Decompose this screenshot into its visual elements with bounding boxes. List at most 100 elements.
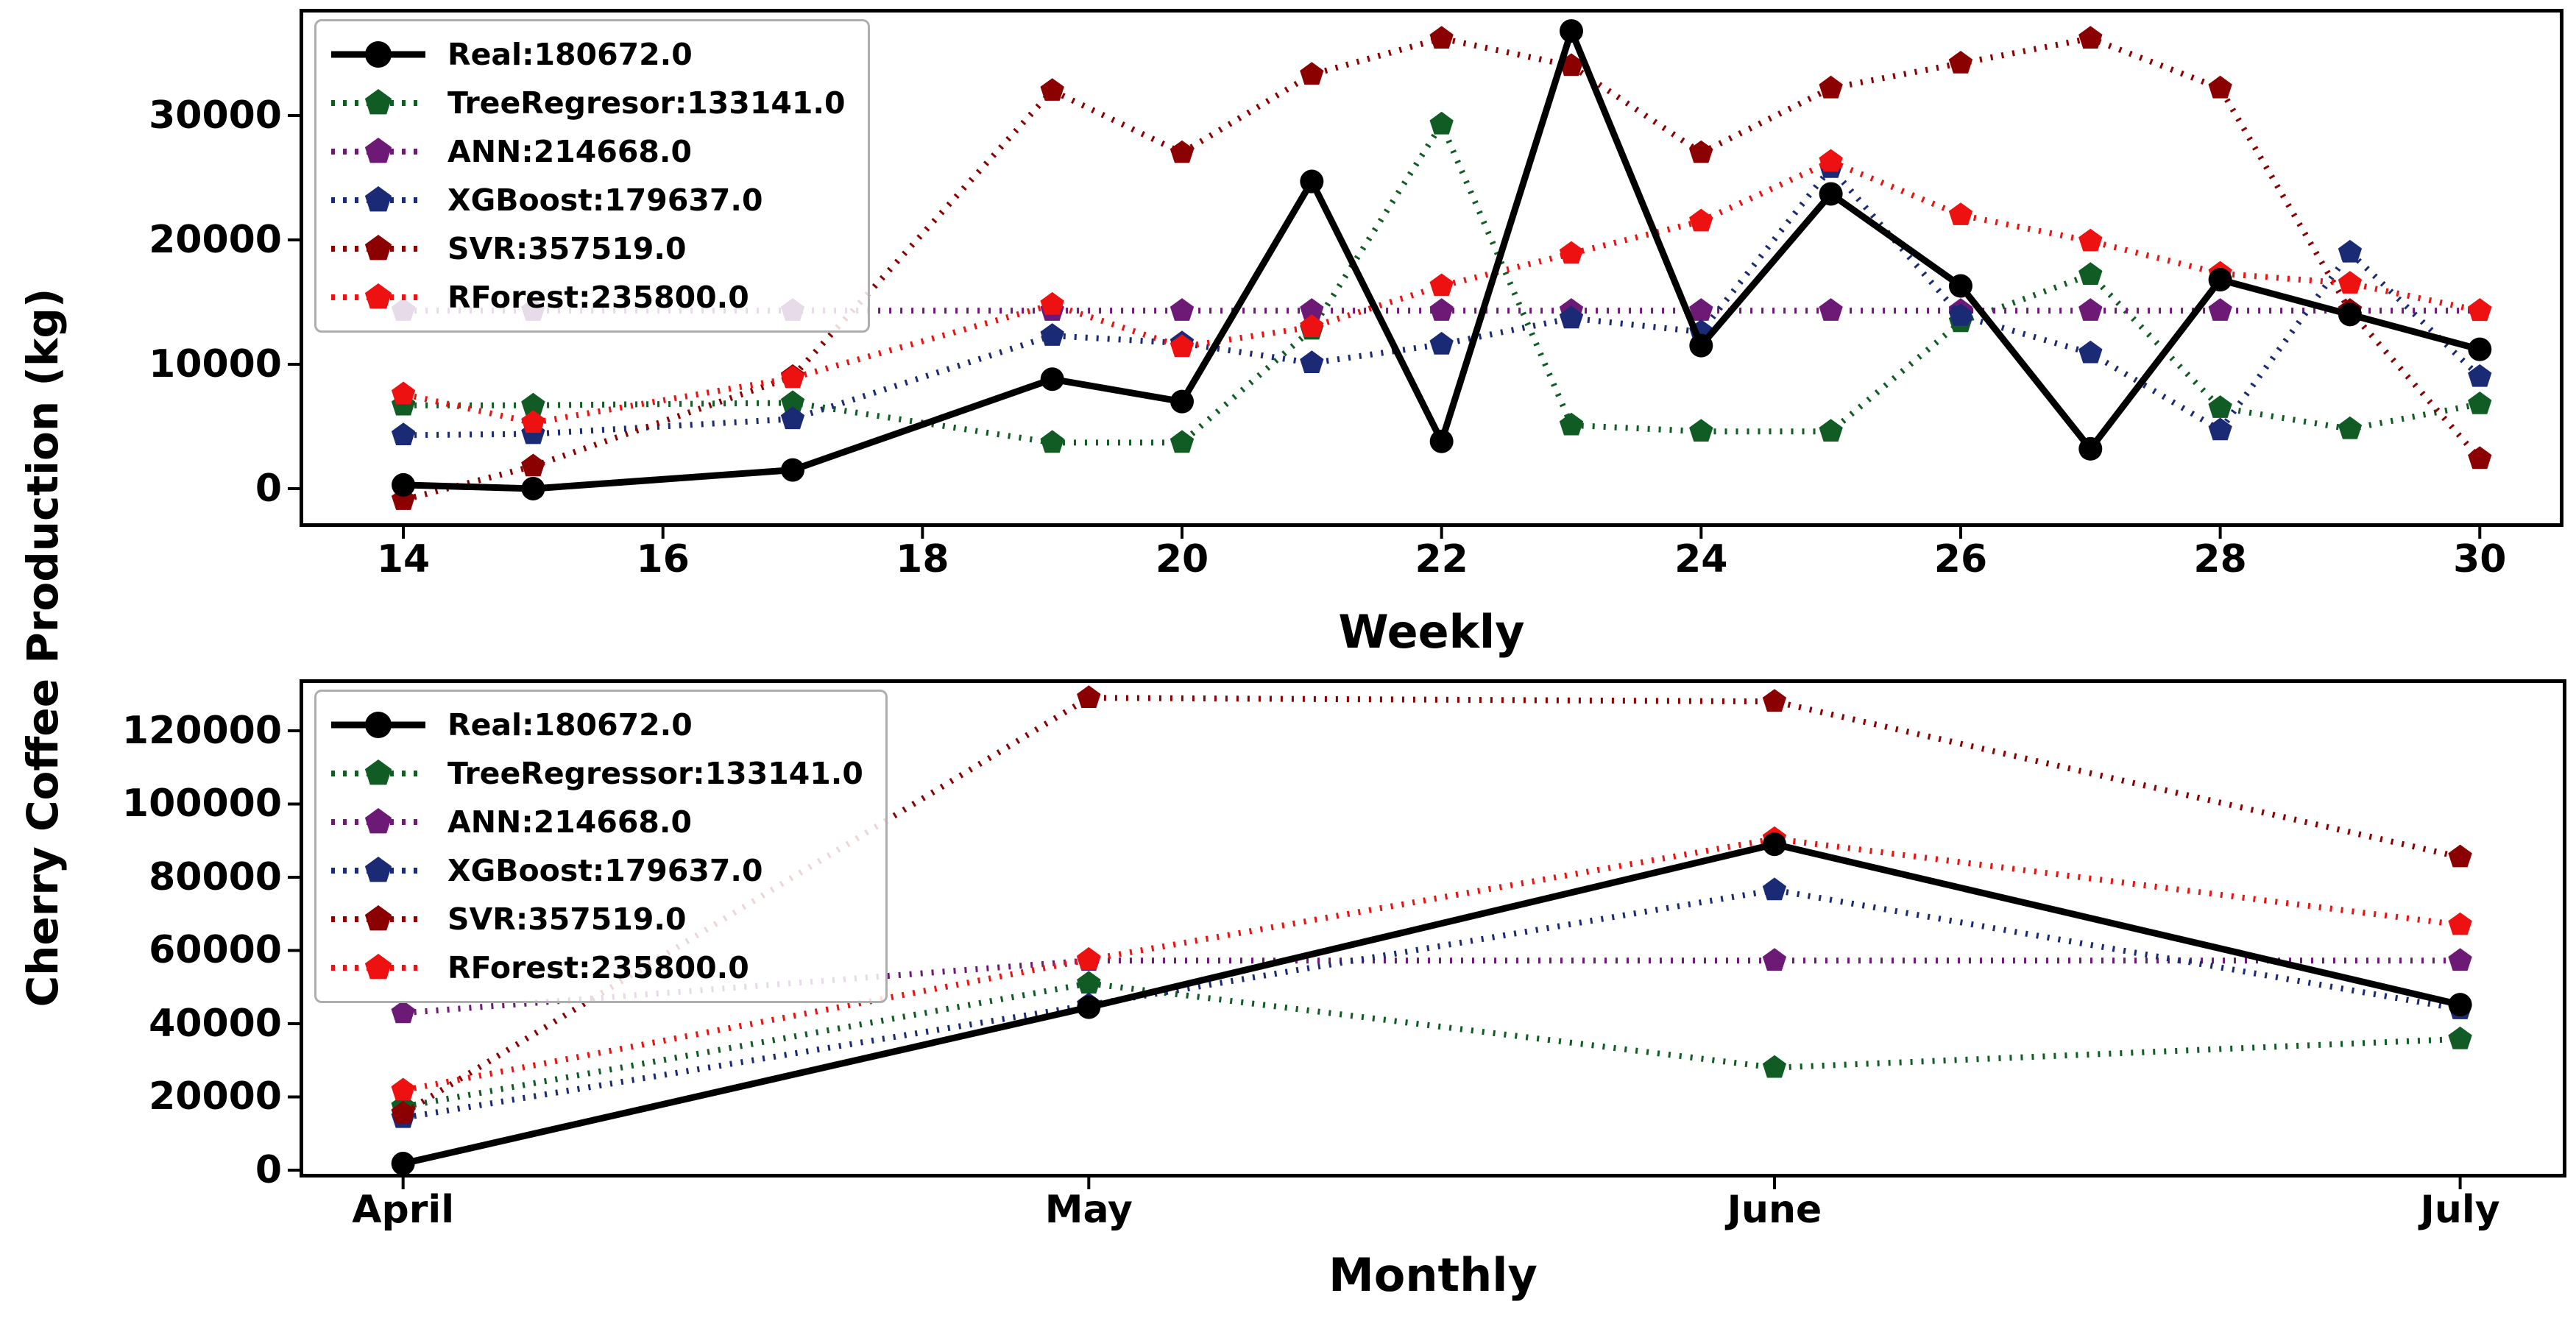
monthly-x-tick-label: April: [352, 1188, 455, 1232]
marker-rforest: [1819, 149, 1843, 172]
marker-svr: [2468, 446, 2492, 470]
monthly-plot-border: [300, 679, 2566, 1178]
weekly-x-tick-label: 28: [2193, 537, 2247, 581]
marker-rforest: [1077, 946, 1101, 970]
weekly-x-tick-label: 30: [2453, 537, 2507, 581]
marker-svr: [1429, 26, 1454, 49]
weekly-axis-title: Weekly: [1338, 605, 1525, 659]
marker-svr: [1040, 78, 1064, 101]
marker-svr: [2448, 844, 2472, 868]
marker-real: [1429, 429, 1454, 453]
legend-entry-real: Real:180672.0: [330, 701, 863, 749]
marker-xgboost: [2208, 417, 2232, 441]
marker-real: [1948, 274, 1972, 298]
legend-entry-svr: SVR:357519.0: [330, 895, 863, 943]
marker-real: [1040, 367, 1064, 392]
weekly-y-tick-label: 0: [255, 466, 282, 511]
legend-label: ANN:214668.0: [447, 134, 693, 169]
marker-treeregresor: [2338, 416, 2363, 439]
legend-entry-ann: ANN:214668.0: [330, 798, 863, 846]
marker-svr: [1170, 140, 1195, 163]
marker-svr: [1819, 75, 1843, 99]
marker-rforest: [1300, 314, 1324, 337]
marker-rforest: [391, 1077, 415, 1101]
marker-xgboost: [2078, 340, 2103, 364]
dotted-line-pentagon-icon: [331, 283, 425, 309]
marker-xgboost: [1762, 877, 1787, 901]
weekly-plot-border: [300, 9, 2563, 527]
weekly-x-tick-label: 18: [896, 537, 949, 581]
legend-label: TreeRegressor:133141.0: [447, 756, 863, 791]
monthly-axis-title: Monthly: [1328, 1248, 1538, 1302]
marker-ann: [2208, 298, 2232, 321]
marker-treeregressor: [1762, 1055, 1787, 1078]
marker-real: [2448, 993, 2472, 1017]
marker-xgboost: [2468, 364, 2492, 387]
dotted-line-pentagon-icon: [331, 905, 425, 931]
weekly-x-tick-label: 16: [636, 537, 690, 581]
marker-real: [2338, 302, 2362, 327]
weekly-x-tick-label: 24: [1674, 537, 1728, 581]
marker-real: [1300, 169, 1324, 194]
marker-ann: [2448, 948, 2472, 971]
marker-svr: [1300, 62, 1324, 85]
marker-real: [2468, 337, 2492, 361]
marker-xgboost: [1040, 323, 1064, 346]
marker-treeregresor: [1040, 430, 1064, 453]
marker-treeregresor: [2468, 392, 2492, 414]
dotted-line-pentagon-icon: [331, 759, 425, 785]
marker-svr: [1762, 689, 1787, 712]
marker-xgboost: [2338, 239, 2363, 263]
marker-treeregresor: [2208, 395, 2232, 418]
legend-label: RForest:235800.0: [447, 280, 749, 315]
legend-entry-real: Real:180672.0: [330, 30, 846, 79]
legend-label: XGBoost:179637.0: [447, 853, 763, 888]
monthly-y-tick-label: 80000: [149, 854, 282, 899]
marker-treeregressor: [2448, 1026, 2472, 1049]
monthly-x-tick-label: May: [1044, 1188, 1133, 1232]
marker-treeregresor: [2078, 262, 2103, 285]
marker-real: [392, 472, 416, 497]
solid-line-circle-icon: [331, 712, 425, 738]
marker-rforest: [2468, 298, 2492, 322]
marker-svr: [1077, 685, 1101, 708]
legend-entry-rforest: RForest:235800.0: [330, 943, 863, 992]
dotted-line-pentagon-icon: [331, 138, 425, 163]
monthly-y-tick-label: 0: [255, 1148, 282, 1192]
weekly-y-tick-label: 20000: [149, 217, 282, 262]
marker-svr: [2078, 26, 2103, 49]
marker-treeregresor: [1170, 430, 1195, 453]
monthly-legend: Real:180672.0 TreeRegressor:133141.0 ANN:2…: [314, 690, 888, 1003]
marker-rforest: [1689, 208, 1713, 232]
weekly-y-tick-label: 30000: [149, 93, 282, 138]
marker-real: [391, 1152, 415, 1176]
marker-svr: [391, 1100, 415, 1124]
monthly-y-tick-label: 120000: [121, 708, 282, 753]
marker-rforest: [1170, 334, 1195, 358]
legend-label: ANN:214668.0: [447, 804, 693, 840]
marker-svr: [1948, 51, 1973, 74]
marker-rforest: [1948, 202, 1973, 225]
monthly-y-tick-label: 60000: [149, 928, 282, 973]
marker-real: [2208, 268, 2232, 292]
marker-ann: [1689, 298, 1713, 321]
marker-rforest: [2338, 271, 2363, 294]
marker-ann: [1762, 948, 1787, 971]
legend-label: Real:180672.0: [447, 37, 693, 72]
marker-ann: [1170, 298, 1195, 321]
legend-label: TreeRegresor:133141.0: [447, 85, 846, 121]
marker-treeregresor: [780, 390, 805, 414]
legend-label: SVR:357519.0: [447, 231, 687, 266]
weekly-x-tick-label: 14: [376, 537, 431, 581]
legend-label: SVR:357519.0: [447, 902, 687, 937]
marker-real: [1689, 333, 1713, 358]
marker-real: [1170, 389, 1195, 414]
legend-label: RForest:235800.0: [447, 950, 749, 985]
marker-real: [781, 458, 805, 482]
series-line-real: [402, 840, 2461, 1167]
monthly-plot-area: Real:180672.0 TreeRegressor:133141.0 ANN:2…: [288, 679, 2566, 1189]
marker-rforest: [2078, 228, 2103, 252]
weekly-plot-area: Real:180672.0 TreeRegresor:133141.0 ANN:21…: [288, 9, 2563, 539]
marker-ann: [391, 1000, 415, 1024]
